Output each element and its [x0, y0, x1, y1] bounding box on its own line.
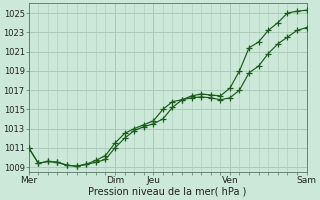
- X-axis label: Pression niveau de la mer( hPa ): Pression niveau de la mer( hPa ): [88, 187, 247, 197]
